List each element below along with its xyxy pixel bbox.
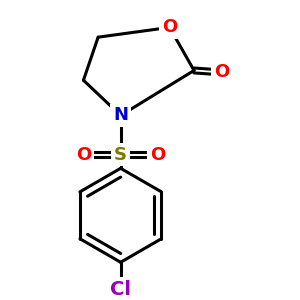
Text: O: O (162, 18, 177, 36)
Text: S: S (114, 146, 127, 164)
Text: O: O (214, 63, 229, 81)
Text: Cl: Cl (110, 280, 131, 299)
Text: N: N (113, 106, 128, 124)
Text: O: O (76, 146, 91, 164)
Text: O: O (150, 146, 166, 164)
